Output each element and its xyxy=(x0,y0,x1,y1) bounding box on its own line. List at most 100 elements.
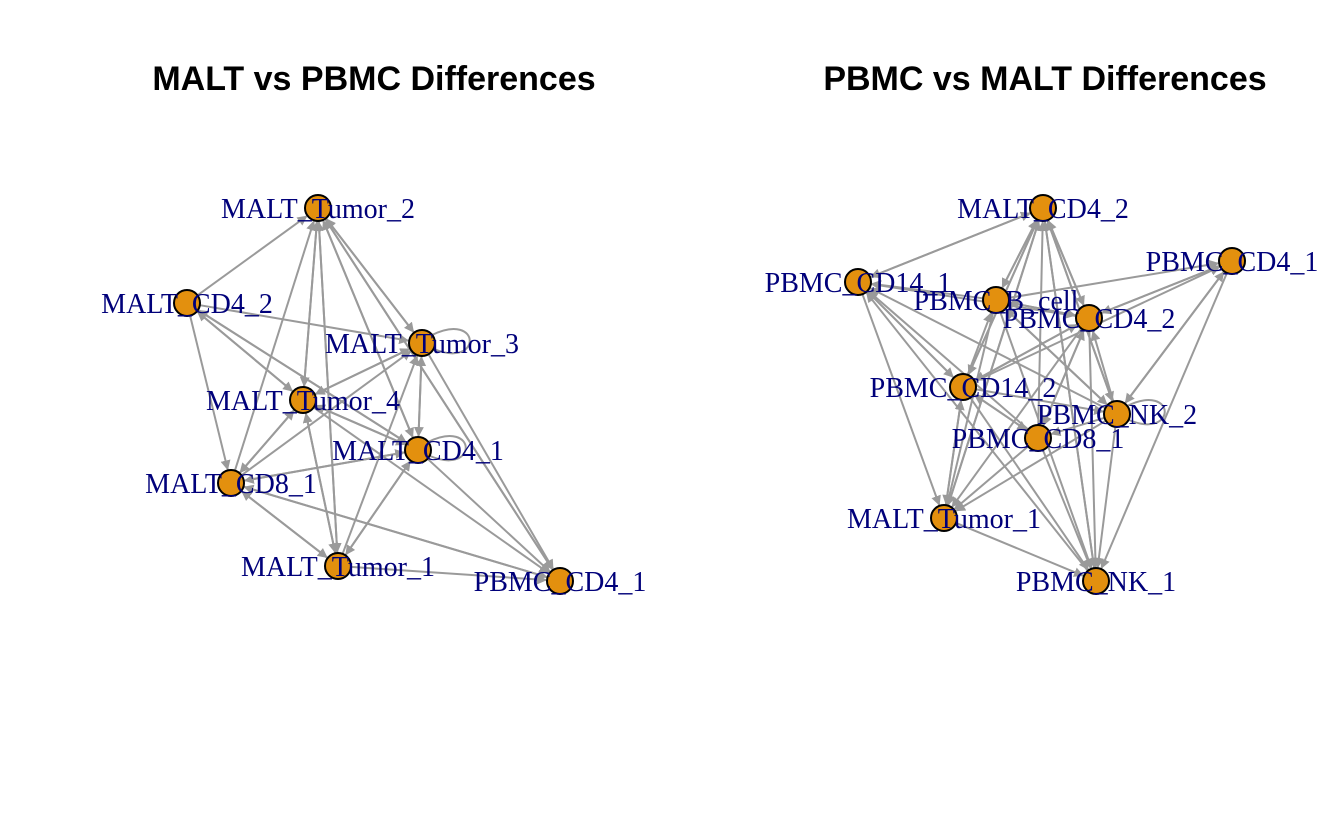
edge-malt-tumor-3-to-pbmc-cd4-1 xyxy=(427,353,554,570)
self-loop-malt-tumor-3 xyxy=(431,328,471,355)
edge-malt-cd4-1-to-pbmc-cd4-1 xyxy=(426,458,551,573)
edge-pbmc-cd14-2-to-pbmc-nk-1 xyxy=(969,397,1089,571)
node-label-pbmc-cd4-1: PBMC_CD4_1 xyxy=(474,567,647,598)
node-label-malt-cd4-1: MALT_CD4_1 xyxy=(332,436,504,467)
node-pbmc-b-cell[interactable] xyxy=(982,286,1010,314)
edge-pbmc-cd4-1-to-pbmc-nk-2 xyxy=(1124,270,1225,404)
edge-pbmc-nk-2-to-malt-tumor-1 xyxy=(955,419,1107,512)
panel-title-pbmc-vs-malt: PBMC vs MALT Differences xyxy=(823,60,1266,98)
node-label-malt-tumor-4: MALT_Tumor_4 xyxy=(206,386,400,417)
edge-malt-tumor-2-to-malt-tumor-3 xyxy=(325,217,415,333)
node-label-malt-cd4-2: MALT_CD4_2 xyxy=(957,194,1129,225)
edge-malt-cd8-1-to-malt-tumor-1 xyxy=(240,490,328,559)
panel-malt-vs-pbmc: MALT vs PBMC Differences MALT_Tumor_2MAL… xyxy=(101,60,646,598)
edge-malt-tumor-4-to-malt-cd8-1 xyxy=(239,409,296,474)
edge-pbmc-cd8-1-to-pbmc-nk-1 xyxy=(1041,449,1092,569)
edge-group-malt xyxy=(189,215,554,585)
edge-malt-cd4-1-to-malt-cd8-1 xyxy=(243,451,406,484)
edge-pbmc-nk-2-to-pbmc-nk-1 xyxy=(1093,426,1117,569)
edge-malt-cd4-2-to-malt-tumor-2 xyxy=(196,215,308,297)
node-label-pbmc-cd14-2: PBMC_CD14_2 xyxy=(870,373,1057,404)
edge-malt-cd4-2-to-malt-cd8-1 xyxy=(189,315,231,471)
edge-malt-cd4-2-to-malt-tumor-4 xyxy=(196,310,294,392)
node-pbmc-nk-1[interactable] xyxy=(1082,567,1110,595)
node-label-pbmc-b-cell: PBMC_B_cell xyxy=(914,286,1079,317)
node-group-pbmc: MALT_CD4_2 PBMC_CD4_1 PBMC_CD14_1PBMC_B_ce… xyxy=(765,194,1319,598)
self-loop-malt-cd4-1 xyxy=(427,435,467,462)
panel-title-malt-vs-pbmc: MALT vs PBMC Differences xyxy=(152,60,595,98)
edge-pbmc-cd14-2-to-malt-tumor-1 xyxy=(942,399,963,506)
node-pbmc-cd14-1[interactable] xyxy=(844,268,872,296)
node-label-pbmc-cd4-2: PBMC_CD4_2 xyxy=(1003,304,1176,335)
self-loop-pbmc-nk-2 xyxy=(1126,399,1166,426)
edge-malt-cd8-1-to-malt-tumor-2 xyxy=(233,220,316,471)
node-label-malt-tumor-3: MALT_Tumor_3 xyxy=(325,329,519,360)
node-malt-cd4-1[interactable] xyxy=(404,436,432,464)
node-label-malt-tumor-1: MALT_Tumor_1 xyxy=(241,552,435,583)
edge-pbmc-cd4-2-to-pbmc-nk-1 xyxy=(1088,330,1101,569)
node-pbmc-cd8-1[interactable] xyxy=(1024,424,1052,452)
edge-malt-cd4-2-to-pbmc-cd14-1 xyxy=(870,211,1032,279)
edge-malt-tumor-4-to-malt-tumor-1 xyxy=(304,412,339,554)
node-malt-tumor-3[interactable] xyxy=(408,329,436,357)
edge-malt-cd4-2-to-pbmc-cd4-2 xyxy=(1047,219,1085,307)
edge-pbmc-cd14-1-to-malt-tumor-1 xyxy=(861,293,941,506)
node-pbmc-nk-2[interactable] xyxy=(1103,400,1131,428)
edge-pbmc-cd4-2-to-pbmc-cd14-1 xyxy=(870,280,1077,317)
edge-pbmc-cd4-2-to-malt-tumor-1 xyxy=(951,327,1083,508)
node-label-malt-cd4-2: MALT_CD4_2 xyxy=(101,289,273,320)
node-label-malt-tumor-1: MALT_Tumor_1 xyxy=(847,504,1041,535)
edge-malt-cd4-2-to-malt-cd4-1 xyxy=(197,309,408,444)
edge-malt-tumor-1-to-pbmc-nk-1 xyxy=(955,522,1084,577)
edge-pbmc-cd14-2-to-pbmc-b-cell xyxy=(966,312,993,376)
edge-malt-cd8-1-to-malt-tumor-3 xyxy=(240,350,412,477)
edge-malt-tumor-2-to-malt-cd4-1 xyxy=(322,219,414,438)
node-malt-tumor-4[interactable] xyxy=(289,386,317,414)
edge-pbmc-b-cell-to-malt-tumor-1 xyxy=(944,312,994,506)
node-label-pbmc-cd4-1: PBMC_CD4_1 xyxy=(1146,247,1319,278)
edge-pbmc-nk-1-to-pbmc-cd14-1 xyxy=(865,292,1089,572)
edge-malt-tumor-3-to-malt-tumor-4 xyxy=(314,347,411,395)
edge-malt-tumor-2-to-pbmc-cd4-1 xyxy=(324,218,554,571)
node-pbmc-cd4-1[interactable] xyxy=(546,567,574,595)
edge-malt-cd4-2-to-pbmc-b-cell xyxy=(1001,219,1038,289)
edge-pbmc-nk-2-to-pbmc-cd8-1 xyxy=(1050,416,1105,437)
edge-malt-cd4-2-to-malt-tumor-3 xyxy=(199,304,410,345)
node-pbmc-cd4-2[interactable] xyxy=(1075,304,1103,332)
node-label-pbmc-cd14-1: PBMC_CD14_1 xyxy=(765,268,952,299)
edge-pbmc-cd8-1-to-malt-tumor-1 xyxy=(953,445,1029,510)
edge-malt-tumor-4-to-pbmc-cd4-1 xyxy=(313,406,550,574)
edge-pbmc-cd14-1-to-pbmc-cd14-2 xyxy=(866,290,954,378)
node-malt-cd4-2[interactable] xyxy=(1029,194,1057,222)
edge-pbmc-cd4-1-to-pbmc-cd4-2 xyxy=(1101,264,1221,315)
edge-malt-tumor-1-to-pbmc-cd4-1 xyxy=(350,565,548,585)
node-malt-tumor-1[interactable] xyxy=(324,552,352,580)
node-label-malt-cd8-1: MALT_CD8_1 xyxy=(145,469,317,500)
edge-malt-cd4-1-to-malt-tumor-1 xyxy=(345,460,412,556)
edge-malt-tumor-2-to-malt-tumor-4 xyxy=(299,220,318,388)
node-label-pbmc-nk-2: PBMC_NK_2 xyxy=(1037,400,1197,431)
edge-pbmc-cd14-2-to-pbmc-nk-2 xyxy=(975,388,1105,415)
edge-pbmc-nk-2-to-pbmc-cd14-1 xyxy=(869,287,1106,409)
node-pbmc-cd14-2[interactable] xyxy=(949,373,977,401)
edge-malt-cd4-2-to-malt-tumor-1 xyxy=(946,220,1040,506)
edge-pbmc-b-cell-to-pbmc-cd4-1 xyxy=(1008,259,1220,299)
edge-pbmc-cd8-1-to-malt-cd4-2 xyxy=(1037,220,1048,426)
node-pbmc-cd4-1[interactable] xyxy=(1218,247,1246,275)
edge-malt-cd4-2-to-pbmc-nk-1 xyxy=(1043,220,1098,569)
node-malt-cd8-1[interactable] xyxy=(217,469,245,497)
node-malt-tumor-1[interactable] xyxy=(930,504,958,532)
edge-group-pbmc xyxy=(861,211,1228,577)
node-malt-tumor-2[interactable] xyxy=(304,194,332,222)
node-malt-cd4-2[interactable] xyxy=(173,289,201,317)
node-group-malt: MALT_Tumor_2 MALT_CD4_2 MALT_Tumor_3 MALT_T… xyxy=(101,194,646,598)
node-label-malt-tumor-2: MALT_Tumor_2 xyxy=(221,194,415,225)
edge-malt-tumor-2-to-malt-tumor-1 xyxy=(317,220,342,554)
edge-malt-cd8-1-to-pbmc-cd4-1 xyxy=(243,485,548,580)
edge-malt-tumor-3-to-malt-cd4-1 xyxy=(413,355,424,438)
node-label-pbmc-nk-1: PBMC_NK_1 xyxy=(1016,567,1176,598)
panel-pbmc-vs-malt: PBMC vs MALT Differences MALT_CD4_2 PBMC_… xyxy=(765,60,1319,598)
edge-pbmc-cd8-1-to-pbmc-cd14-1 xyxy=(867,290,1029,431)
edge-pbmc-nk-2-to-pbmc-cd4-2 xyxy=(1090,330,1115,402)
